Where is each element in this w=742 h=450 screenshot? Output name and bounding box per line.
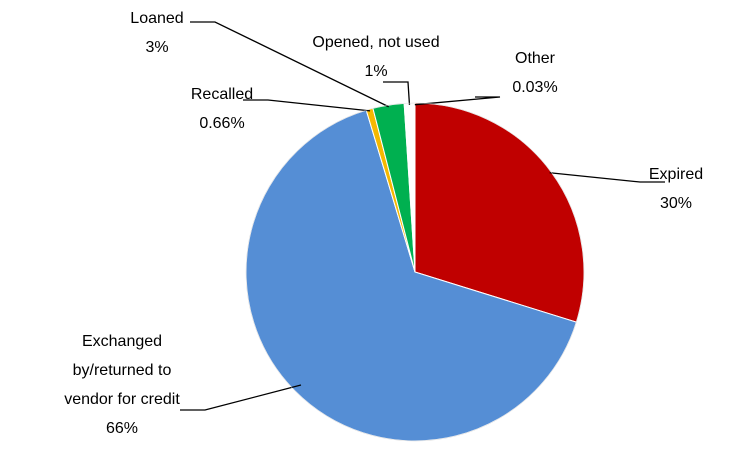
slice-label: Loaned: [130, 10, 184, 27]
slice-value-label: 3%: [145, 39, 169, 56]
slice-value-label: 1%: [364, 63, 388, 80]
slice-label: Opened, not used: [312, 34, 440, 51]
slice-label: Expired: [648, 166, 704, 183]
slice-label: Other: [514, 50, 556, 67]
slice-value-label: 66%: [105, 420, 139, 437]
slice-label: Recalled: [190, 86, 254, 103]
slice-value-label: 30%: [659, 195, 693, 212]
leader-line: [383, 81, 411, 105]
slice-label: Exchanged by/returned to vendor for cred…: [64, 333, 180, 408]
pie-outline: [245, 102, 585, 442]
slice-value-label: 0.03%: [512, 79, 558, 96]
leader-line: [549, 172, 665, 183]
leader-line: [414, 96, 501, 106]
slice-value-label: 0.66%: [199, 115, 245, 132]
leader-line: [180, 384, 302, 411]
leader-line: [243, 99, 371, 112]
leader-line: [190, 21, 389, 108]
